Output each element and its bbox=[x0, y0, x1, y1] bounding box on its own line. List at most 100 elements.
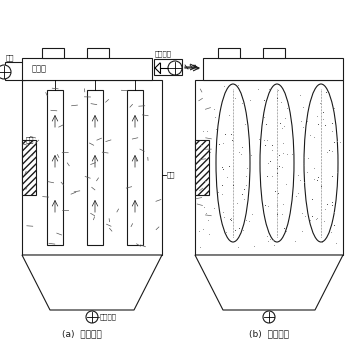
Point bbox=[226, 163, 232, 168]
Point bbox=[316, 175, 321, 180]
Point bbox=[331, 139, 337, 145]
Point bbox=[264, 233, 270, 239]
Point bbox=[335, 170, 340, 175]
Bar bbox=[42, 48, 64, 58]
Point bbox=[323, 90, 329, 95]
Point bbox=[331, 210, 337, 215]
Point bbox=[247, 97, 253, 103]
Point bbox=[201, 204, 207, 210]
Bar bbox=[22, 58, 152, 80]
Point bbox=[308, 132, 313, 138]
Point bbox=[331, 105, 337, 110]
Point bbox=[313, 216, 319, 222]
Point bbox=[265, 238, 271, 244]
Point bbox=[312, 165, 317, 171]
Point bbox=[307, 217, 313, 223]
Point bbox=[277, 120, 282, 125]
Point bbox=[334, 139, 340, 144]
Point bbox=[280, 150, 286, 156]
Point bbox=[324, 149, 329, 155]
Point bbox=[279, 211, 285, 217]
Point bbox=[229, 131, 234, 136]
Point bbox=[280, 141, 286, 146]
Point bbox=[295, 172, 300, 178]
Point bbox=[233, 95, 238, 100]
Bar bbox=[203, 58, 343, 80]
Point bbox=[284, 181, 289, 186]
Point bbox=[300, 105, 306, 110]
Point bbox=[281, 124, 287, 129]
Point bbox=[206, 231, 212, 237]
Circle shape bbox=[263, 311, 275, 323]
Point bbox=[266, 86, 272, 92]
Point bbox=[220, 167, 226, 172]
Text: 箱体: 箱体 bbox=[167, 172, 175, 178]
Point bbox=[315, 121, 321, 127]
Point bbox=[297, 178, 302, 183]
Point bbox=[241, 101, 246, 106]
Point bbox=[269, 147, 275, 152]
Point bbox=[261, 114, 267, 120]
Point bbox=[234, 200, 239, 205]
Point bbox=[279, 164, 284, 169]
Point bbox=[275, 190, 281, 195]
Point bbox=[277, 163, 282, 169]
Point bbox=[320, 116, 326, 121]
Point bbox=[318, 183, 323, 189]
Text: (a)  过滤状态: (a) 过滤状态 bbox=[62, 329, 102, 338]
Point bbox=[270, 142, 275, 148]
Text: 净气出口: 净气出口 bbox=[155, 50, 172, 57]
Point bbox=[257, 136, 262, 142]
Point bbox=[261, 97, 267, 103]
Text: (b)  清灰状态: (b) 清灰状态 bbox=[249, 329, 289, 338]
Point bbox=[282, 225, 287, 231]
Point bbox=[248, 152, 253, 158]
Point bbox=[227, 216, 232, 222]
Bar bbox=[22, 80, 162, 255]
Point bbox=[239, 145, 245, 150]
Circle shape bbox=[0, 65, 11, 79]
Point bbox=[220, 209, 226, 215]
Point bbox=[230, 182, 236, 188]
Point bbox=[265, 161, 271, 166]
Point bbox=[243, 218, 249, 223]
Point bbox=[301, 154, 307, 159]
Circle shape bbox=[168, 61, 182, 75]
Ellipse shape bbox=[216, 84, 250, 242]
Point bbox=[301, 179, 306, 185]
Point bbox=[239, 100, 244, 106]
Point bbox=[238, 92, 244, 98]
Point bbox=[315, 215, 320, 221]
Point bbox=[274, 211, 280, 217]
Point bbox=[224, 174, 230, 180]
Point bbox=[221, 83, 226, 88]
Point bbox=[236, 83, 241, 88]
Point bbox=[215, 189, 220, 195]
Point bbox=[329, 202, 335, 208]
Polygon shape bbox=[195, 255, 343, 310]
Point bbox=[222, 214, 227, 220]
Point bbox=[196, 228, 202, 233]
Point bbox=[274, 202, 280, 208]
Polygon shape bbox=[22, 255, 162, 310]
Point bbox=[314, 113, 320, 119]
Point bbox=[317, 100, 323, 106]
Point bbox=[329, 199, 335, 205]
Point bbox=[264, 121, 269, 127]
Point bbox=[304, 118, 310, 124]
Point bbox=[319, 240, 324, 245]
Point bbox=[284, 228, 289, 233]
Point bbox=[207, 149, 212, 155]
Point bbox=[217, 141, 222, 146]
Point bbox=[298, 118, 303, 124]
Point bbox=[289, 151, 295, 156]
Point bbox=[265, 225, 270, 230]
Point bbox=[240, 228, 245, 233]
Point bbox=[202, 178, 208, 184]
Point bbox=[204, 128, 210, 134]
Point bbox=[272, 188, 278, 194]
Point bbox=[199, 142, 204, 148]
Point bbox=[249, 211, 255, 217]
Point bbox=[320, 110, 326, 115]
Point bbox=[229, 217, 234, 223]
